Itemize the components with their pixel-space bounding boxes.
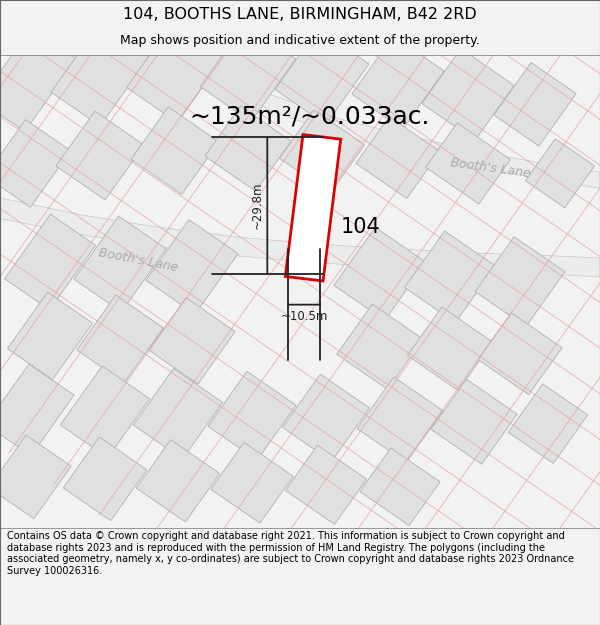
Polygon shape [208,371,296,460]
Polygon shape [0,119,71,208]
Polygon shape [422,49,514,140]
Polygon shape [286,445,367,524]
Polygon shape [136,439,220,522]
Text: 104: 104 [341,217,381,238]
Polygon shape [526,139,595,208]
Text: ~29.8m: ~29.8m [251,182,264,229]
Polygon shape [337,304,423,389]
Polygon shape [205,106,291,191]
Polygon shape [77,295,163,382]
Polygon shape [360,448,440,526]
Polygon shape [475,237,565,327]
Polygon shape [275,29,369,124]
Polygon shape [494,62,576,146]
Polygon shape [146,219,238,314]
Text: Booth's Lane: Booth's Lane [449,156,531,181]
Polygon shape [7,292,92,380]
Polygon shape [352,36,444,129]
Polygon shape [56,111,144,200]
Text: Contains OS data © Crown copyright and database right 2021. This information is : Contains OS data © Crown copyright and d… [7,531,574,576]
Polygon shape [0,28,76,131]
Polygon shape [149,298,235,384]
Polygon shape [0,435,71,519]
Polygon shape [131,107,219,194]
Polygon shape [404,231,496,322]
Polygon shape [356,117,440,199]
Text: ~10.5m: ~10.5m [280,310,328,323]
Polygon shape [127,23,223,122]
Polygon shape [280,110,365,193]
Polygon shape [425,123,511,204]
Polygon shape [478,312,562,394]
Text: Booth's Lane: Booth's Lane [97,246,179,274]
Text: ~135m²/~0.033ac.: ~135m²/~0.033ac. [190,104,430,128]
Polygon shape [431,379,517,464]
Polygon shape [74,216,166,312]
Polygon shape [63,437,147,521]
Polygon shape [61,366,149,458]
Polygon shape [357,377,443,462]
Polygon shape [5,214,95,310]
Polygon shape [334,228,426,321]
Polygon shape [508,384,588,463]
Polygon shape [180,55,600,188]
Polygon shape [211,442,293,523]
Polygon shape [133,369,223,459]
Polygon shape [51,23,149,126]
Polygon shape [407,307,493,391]
Polygon shape [0,364,74,456]
Polygon shape [200,24,296,122]
Text: Map shows position and indicative extent of the property.: Map shows position and indicative extent… [120,34,480,47]
Polygon shape [0,198,600,277]
Polygon shape [286,134,341,281]
Text: 104, BOOTHS LANE, BIRMINGHAM, B42 2RD: 104, BOOTHS LANE, BIRMINGHAM, B42 2RD [123,8,477,22]
Polygon shape [283,374,370,461]
